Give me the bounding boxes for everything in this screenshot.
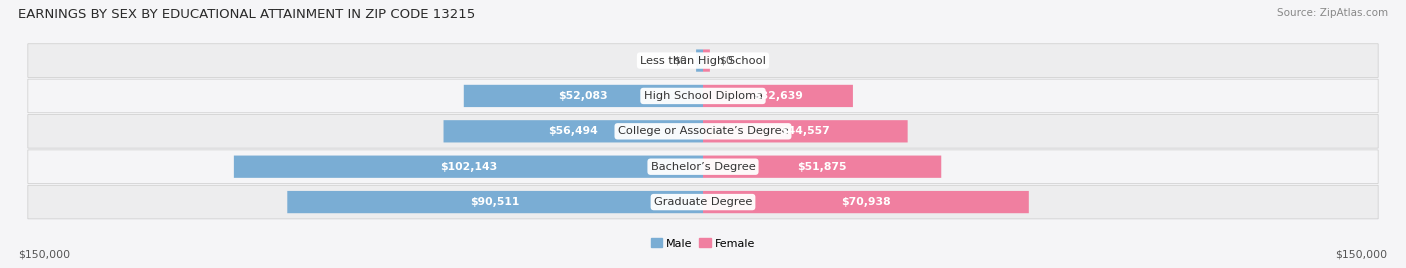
Text: Less than High School: Less than High School	[640, 55, 766, 66]
Text: $150,000: $150,000	[1336, 250, 1388, 260]
FancyBboxPatch shape	[28, 79, 1378, 113]
Text: $52,083: $52,083	[558, 91, 609, 101]
FancyBboxPatch shape	[703, 191, 1029, 213]
FancyBboxPatch shape	[443, 120, 703, 143]
Text: Graduate Degree: Graduate Degree	[654, 197, 752, 207]
Text: $102,143: $102,143	[440, 162, 498, 172]
FancyBboxPatch shape	[28, 44, 1378, 77]
FancyBboxPatch shape	[696, 49, 703, 72]
Text: $0: $0	[718, 55, 733, 66]
Text: $32,639: $32,639	[754, 91, 803, 101]
FancyBboxPatch shape	[28, 114, 1378, 148]
FancyBboxPatch shape	[28, 150, 1378, 184]
Text: Bachelor’s Degree: Bachelor’s Degree	[651, 162, 755, 172]
Text: $51,875: $51,875	[797, 162, 846, 172]
Text: $44,557: $44,557	[780, 126, 830, 136]
Text: $70,938: $70,938	[841, 197, 891, 207]
Text: $90,511: $90,511	[471, 197, 520, 207]
FancyBboxPatch shape	[703, 85, 853, 107]
Text: EARNINGS BY SEX BY EDUCATIONAL ATTAINMENT IN ZIP CODE 13215: EARNINGS BY SEX BY EDUCATIONAL ATTAINMEN…	[18, 8, 475, 21]
Text: High School Diploma: High School Diploma	[644, 91, 762, 101]
Text: $150,000: $150,000	[18, 250, 70, 260]
FancyBboxPatch shape	[464, 85, 703, 107]
Legend: Male, Female: Male, Female	[647, 234, 759, 253]
Text: $56,494: $56,494	[548, 126, 598, 136]
FancyBboxPatch shape	[287, 191, 703, 213]
Text: $0: $0	[673, 55, 688, 66]
FancyBboxPatch shape	[703, 120, 908, 143]
FancyBboxPatch shape	[28, 185, 1378, 219]
Text: College or Associate’s Degree: College or Associate’s Degree	[617, 126, 789, 136]
FancyBboxPatch shape	[703, 49, 710, 72]
Text: Source: ZipAtlas.com: Source: ZipAtlas.com	[1277, 8, 1388, 18]
FancyBboxPatch shape	[703, 155, 941, 178]
FancyBboxPatch shape	[233, 155, 703, 178]
